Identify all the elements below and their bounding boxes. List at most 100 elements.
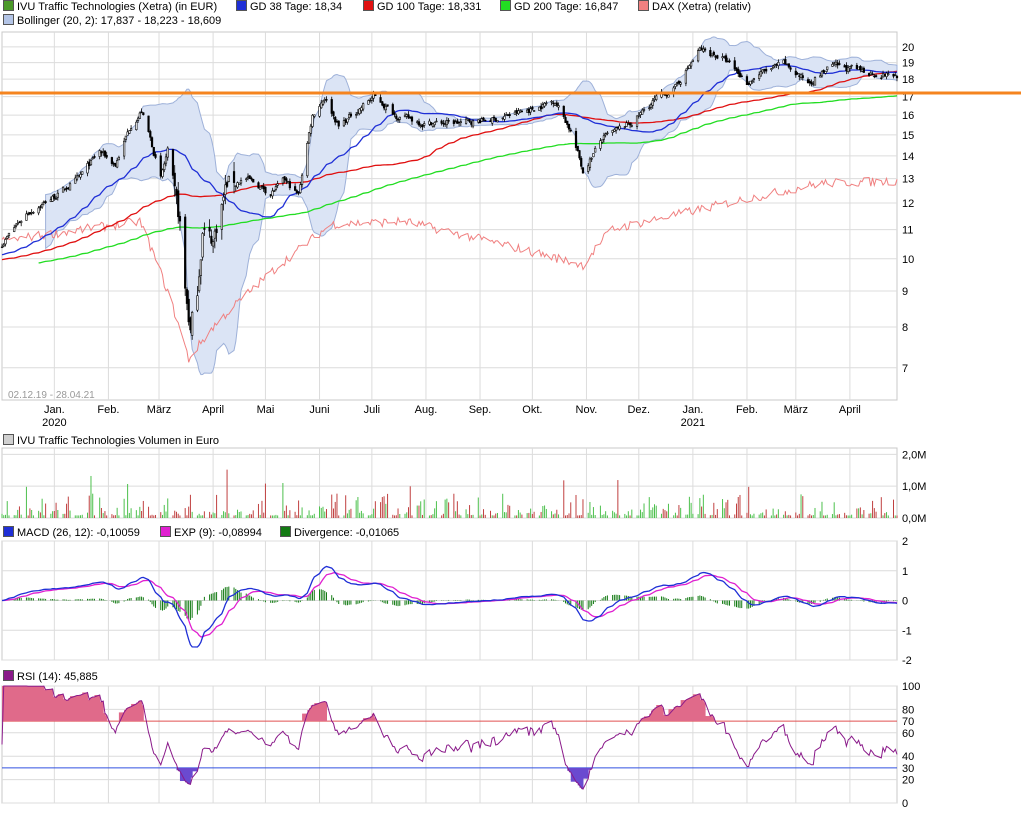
candle-body bbox=[787, 63, 790, 68]
candle-body bbox=[826, 66, 829, 70]
candle-body bbox=[468, 119, 471, 122]
candle-body bbox=[635, 115, 639, 127]
macd-tick-label: -1 bbox=[902, 625, 912, 637]
rsi-overbought-fill bbox=[3, 686, 6, 722]
candle-body bbox=[726, 60, 729, 63]
macd-tick-label: 2 bbox=[902, 536, 908, 548]
candle-body bbox=[318, 106, 321, 117]
candle-body bbox=[320, 102, 323, 109]
rsi-overbought-fill bbox=[89, 697, 92, 722]
rsi-overbought-fill bbox=[66, 700, 69, 722]
candle-body bbox=[382, 104, 386, 109]
candle-body bbox=[503, 115, 506, 120]
rsi-oversold-fill bbox=[178, 767, 181, 772]
candle-body bbox=[714, 56, 717, 58]
candle-body bbox=[850, 64, 853, 67]
candle-body bbox=[409, 116, 412, 119]
candle-body bbox=[710, 53, 714, 57]
year-label: 2021 bbox=[681, 417, 705, 429]
candle-body bbox=[281, 177, 284, 184]
rsi-overbought-fill bbox=[77, 695, 80, 722]
candle-body bbox=[785, 63, 789, 66]
rsi-overbought-fill bbox=[310, 705, 314, 722]
rsi-oversold-fill bbox=[588, 767, 591, 770]
candle-body bbox=[28, 212, 32, 215]
rsi-overbought-fill bbox=[57, 694, 64, 722]
candle-body bbox=[13, 227, 16, 232]
candle-body bbox=[332, 111, 335, 116]
rsi-overbought-fill bbox=[302, 713, 308, 722]
candle-body bbox=[667, 94, 670, 98]
candle-body bbox=[690, 62, 693, 67]
candle-body bbox=[861, 69, 864, 72]
rsi-tick-label: 0 bbox=[902, 798, 908, 810]
candle-body bbox=[238, 182, 241, 185]
rsi-tick-label: 60 bbox=[902, 728, 914, 740]
candle-body bbox=[164, 156, 168, 164]
candle-body bbox=[431, 123, 435, 127]
candle-body bbox=[723, 56, 726, 58]
candle-body bbox=[794, 70, 797, 76]
candle-body bbox=[578, 150, 581, 159]
candle-body bbox=[555, 102, 558, 106]
rsi-tick-label: 70 bbox=[902, 716, 914, 728]
volume-bars bbox=[1, 469, 898, 518]
candle-body bbox=[733, 60, 736, 70]
candle-body bbox=[454, 121, 457, 124]
month-label: Feb. bbox=[736, 404, 758, 416]
legend-label-gd100: GD 100 Tage: 18,331 bbox=[377, 1, 482, 13]
candle-body bbox=[98, 150, 101, 157]
candle-body bbox=[824, 71, 827, 74]
candle-body bbox=[428, 120, 431, 125]
rsi-overbought-fill bbox=[38, 686, 41, 722]
candle-body bbox=[639, 112, 642, 116]
candle-body bbox=[590, 158, 593, 160]
candle-body bbox=[239, 180, 243, 184]
candle-body bbox=[154, 154, 157, 158]
candle-body bbox=[386, 104, 389, 107]
candle-body bbox=[519, 110, 522, 113]
candle-body bbox=[883, 74, 886, 76]
rsi-overbought-fill bbox=[666, 714, 669, 722]
candle-body bbox=[199, 259, 202, 276]
rsi-overbought-fill bbox=[139, 700, 143, 722]
legend-label-gd200: GD 200 Tage: 16,847 bbox=[514, 1, 619, 13]
legend-swatch-bollinger bbox=[3, 14, 14, 25]
month-label: März bbox=[784, 404, 808, 416]
candle-body bbox=[587, 165, 590, 172]
candle-body bbox=[740, 75, 743, 78]
candle-body bbox=[313, 114, 316, 117]
month-label: Nov. bbox=[576, 404, 598, 416]
candle-body bbox=[224, 184, 227, 195]
candle-body bbox=[227, 175, 230, 182]
candle-body bbox=[775, 63, 778, 66]
legend-label-bollinger: Bollinger (20, 2): 17,837 - 18,223 - 18,… bbox=[17, 15, 222, 27]
legend-volume: IVU Traffic Technologies Volumen in Euro bbox=[3, 434, 219, 447]
candle-body bbox=[152, 146, 155, 156]
price-tick-label: 20 bbox=[902, 42, 914, 54]
rsi-overbought-fill bbox=[124, 709, 127, 722]
candle-body bbox=[114, 162, 117, 167]
candle-body bbox=[384, 106, 387, 111]
rsi-overbought-fill bbox=[644, 716, 650, 722]
date-range-label: 02.12.19 - 28.04.21 bbox=[8, 390, 95, 401]
candle-body bbox=[250, 177, 253, 180]
candle-body bbox=[688, 65, 691, 69]
macd-tick-label: 1 bbox=[902, 566, 908, 578]
candle-body bbox=[649, 104, 653, 108]
rsi-line bbox=[1, 685, 898, 790]
candle-body bbox=[484, 119, 487, 122]
candle-body bbox=[307, 132, 311, 144]
rsi-oversold-fill bbox=[569, 767, 572, 773]
candle-body bbox=[252, 178, 255, 183]
rsi-overbought-fill bbox=[685, 699, 689, 722]
candle-body bbox=[721, 56, 724, 59]
candle-body bbox=[410, 116, 414, 122]
rsi-overbought-fill bbox=[68, 697, 71, 722]
candle-body bbox=[348, 114, 351, 118]
candle-body bbox=[166, 147, 169, 158]
candle-body bbox=[627, 123, 630, 125]
rsi-overbought-fill bbox=[54, 697, 57, 722]
candle-body bbox=[311, 114, 314, 127]
